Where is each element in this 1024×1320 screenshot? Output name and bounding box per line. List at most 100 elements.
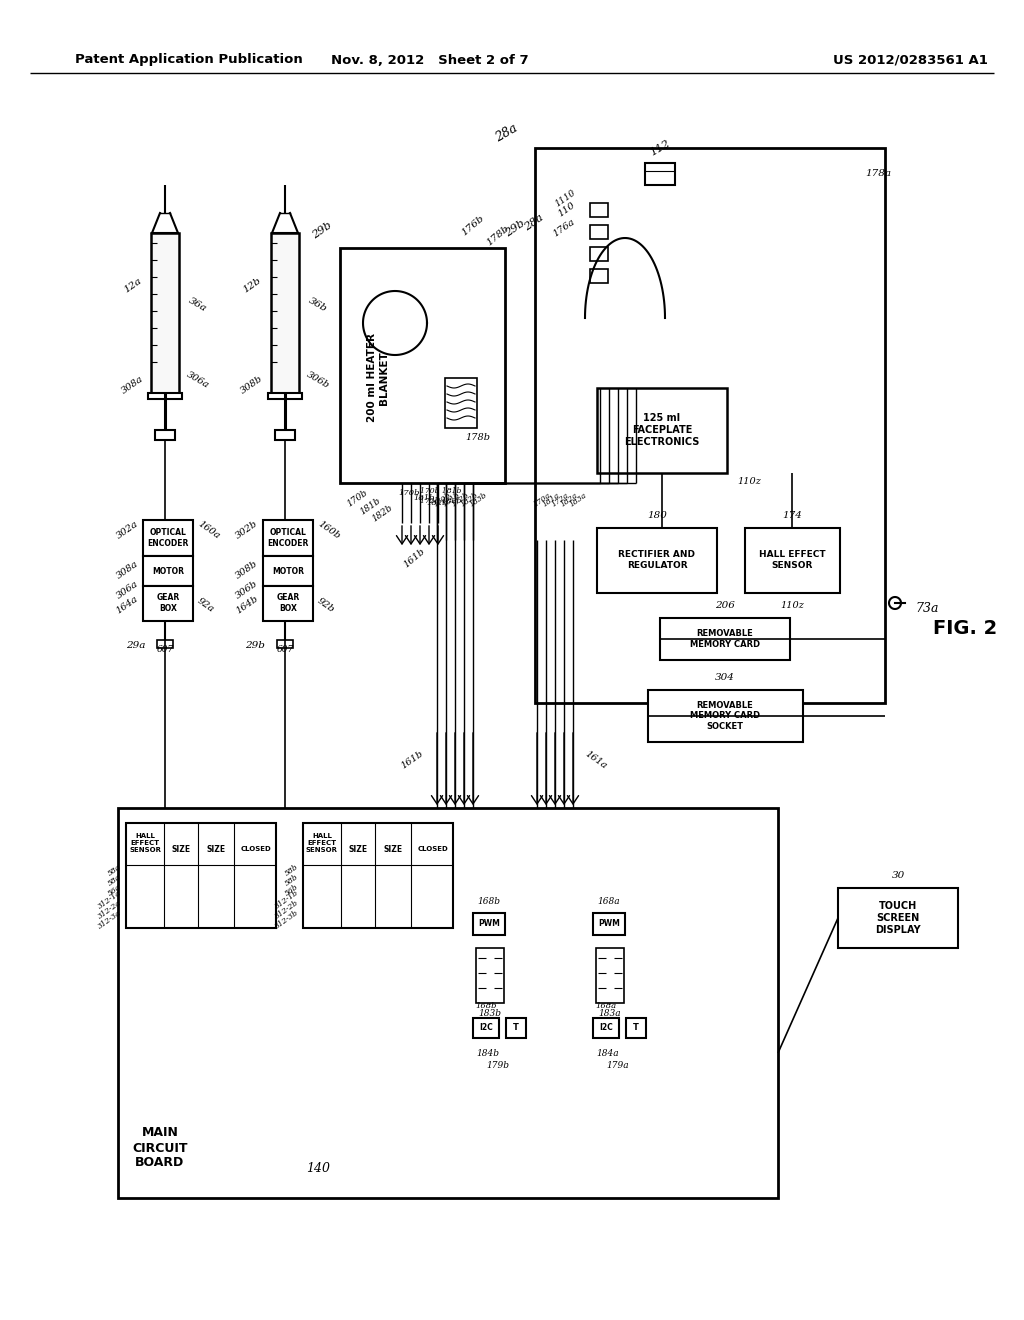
- Text: OPTICAL
ENCODER: OPTICAL ENCODER: [267, 528, 308, 548]
- Text: 179a: 179a: [606, 1061, 630, 1071]
- Bar: [143, 556, 193, 586]
- Bar: [590, 203, 608, 216]
- Bar: [597, 388, 727, 473]
- Text: 110: 110: [556, 201, 577, 219]
- Text: REMOVABLE
MEMORY CARD: REMOVABLE MEMORY CARD: [690, 630, 760, 648]
- Text: 607: 607: [157, 645, 174, 655]
- Text: MAIN
CIRCUIT
BOARD: MAIN CIRCUIT BOARD: [132, 1126, 187, 1170]
- Text: 172b: 172b: [450, 491, 471, 510]
- Text: HALL EFFECT
SENSOR: HALL EFFECT SENSOR: [759, 550, 825, 570]
- Text: 183a: 183a: [568, 491, 588, 508]
- Text: I2C: I2C: [479, 1023, 493, 1032]
- Text: 302a: 302a: [115, 519, 140, 541]
- Text: 180: 180: [647, 511, 667, 520]
- Text: 182b: 182b: [370, 503, 394, 523]
- Text: US 2012/0283561 A1: US 2012/0283561 A1: [833, 54, 987, 66]
- Bar: [648, 690, 803, 742]
- Text: OPTICAL
ENCODER: OPTICAL ENCODER: [147, 528, 188, 548]
- Text: 29b: 29b: [245, 640, 265, 649]
- Text: 172a: 172a: [550, 491, 570, 508]
- Text: 170a: 170a: [532, 491, 552, 508]
- Bar: [263, 586, 313, 620]
- Text: 168b: 168b: [475, 1002, 497, 1010]
- Text: 308a: 308a: [115, 560, 140, 581]
- Text: PWM: PWM: [478, 920, 500, 928]
- Text: 306b: 306b: [305, 370, 331, 391]
- Text: 168b: 168b: [477, 896, 501, 906]
- Text: 160b: 160b: [316, 519, 342, 541]
- Text: REMOVABLE
MEMORY CARD
SOCKET: REMOVABLE MEMORY CARD SOCKET: [690, 701, 760, 731]
- Text: 29a: 29a: [126, 640, 145, 649]
- Text: SIZE: SIZE: [171, 845, 190, 854]
- Text: 56b: 56b: [284, 883, 300, 898]
- Text: 92a: 92a: [196, 597, 216, 614]
- Text: 110z: 110z: [737, 477, 761, 486]
- Text: 164a: 164a: [115, 594, 140, 615]
- Bar: [626, 1018, 646, 1038]
- Bar: [143, 586, 193, 620]
- Text: 73a: 73a: [915, 602, 939, 615]
- Text: I2C: I2C: [599, 1023, 613, 1032]
- Text: 181a: 181a: [541, 491, 561, 508]
- Bar: [268, 393, 302, 399]
- Text: 183a: 183a: [599, 1008, 622, 1018]
- Text: 170b: 170b: [345, 487, 369, 508]
- Text: 178b: 178b: [485, 224, 511, 248]
- Bar: [303, 822, 453, 928]
- Text: 182b: 182b: [459, 491, 479, 510]
- Text: 140: 140: [306, 1162, 330, 1175]
- Bar: [660, 618, 790, 660]
- Text: 58a: 58a: [106, 873, 123, 887]
- Text: 182b: 182b: [426, 499, 447, 507]
- Text: 184a: 184a: [597, 1048, 620, 1057]
- Text: PWM: PWM: [598, 920, 620, 928]
- Text: 308a: 308a: [120, 375, 145, 396]
- Bar: [593, 913, 625, 935]
- Text: 181b: 181b: [441, 491, 462, 510]
- Bar: [473, 913, 505, 935]
- Text: 183b: 183b: [468, 491, 488, 510]
- Text: 306b: 306b: [234, 579, 260, 601]
- Text: 308b: 308b: [240, 374, 265, 396]
- Text: 56a: 56a: [106, 883, 123, 898]
- Text: 176a: 176a: [552, 218, 577, 239]
- Bar: [597, 528, 717, 593]
- Text: HALL
EFFECT
SENSOR: HALL EFFECT SENSOR: [306, 833, 338, 853]
- Bar: [278, 640, 293, 648]
- Text: 312-3b: 312-3b: [273, 909, 300, 931]
- Text: 164b: 164b: [234, 594, 260, 616]
- Text: Patent Application Publication: Patent Application Publication: [75, 54, 303, 66]
- Text: 312-3a: 312-3a: [96, 909, 123, 931]
- Text: 179b: 179b: [486, 1061, 510, 1071]
- Bar: [645, 162, 675, 185]
- Text: 161b: 161b: [399, 750, 425, 771]
- Bar: [476, 948, 504, 1003]
- Bar: [590, 247, 608, 261]
- Text: HALL
EFFECT
SENSOR: HALL EFFECT SENSOR: [129, 833, 161, 853]
- Bar: [590, 224, 608, 239]
- Text: T: T: [633, 1023, 639, 1032]
- Bar: [506, 1018, 526, 1038]
- Bar: [275, 430, 295, 440]
- Text: RECTIFIER AND
REGULATOR: RECTIFIER AND REGULATOR: [618, 550, 695, 570]
- Text: 170b: 170b: [398, 488, 420, 498]
- Text: CLOSED: CLOSED: [241, 846, 271, 851]
- Bar: [151, 234, 179, 393]
- Text: 161b: 161b: [402, 546, 427, 569]
- Text: 92b: 92b: [316, 595, 337, 614]
- Text: 125 ml
FACEPLATE
ELECTRONICS: 125 ml FACEPLATE ELECTRONICS: [625, 413, 699, 446]
- Text: 30: 30: [891, 871, 904, 880]
- Text: 200 ml HEATER
BLANKET: 200 ml HEATER BLANKET: [368, 334, 389, 422]
- Text: MOTOR: MOTOR: [152, 566, 184, 576]
- Bar: [263, 556, 313, 586]
- Text: 168a: 168a: [598, 896, 621, 906]
- Bar: [535, 148, 885, 704]
- Text: 184b: 184b: [476, 1048, 500, 1057]
- Bar: [445, 378, 477, 428]
- Text: 29b: 29b: [310, 219, 334, 240]
- Text: SIZE: SIZE: [207, 845, 225, 854]
- Text: 12a: 12a: [122, 276, 143, 294]
- Text: 170b: 170b: [432, 491, 453, 510]
- Text: 36a: 36a: [187, 296, 208, 314]
- Text: 206: 206: [715, 602, 735, 610]
